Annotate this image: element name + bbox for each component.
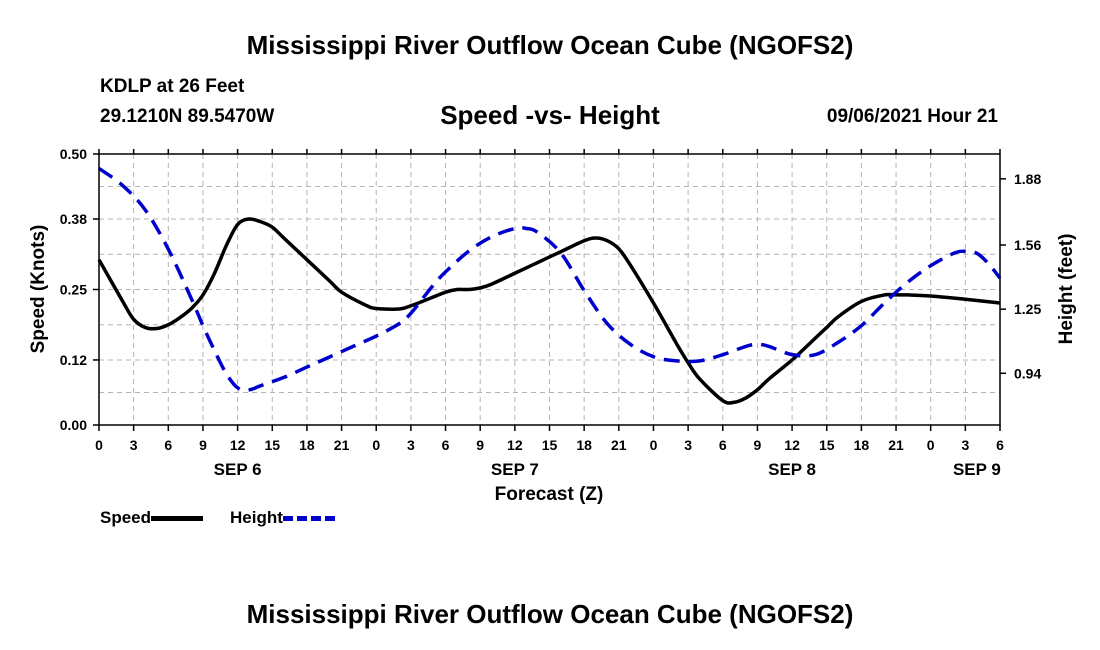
- x-tick-label: 15: [264, 437, 280, 453]
- x-tick-label: 6: [442, 437, 450, 453]
- y2-tick-label: 0.94: [1014, 365, 1041, 381]
- x-tick-label: 0: [650, 437, 658, 453]
- x-tick-label: 0: [95, 437, 103, 453]
- forecast-datetime: 09/06/2021 Hour 21: [826, 106, 998, 127]
- y2-tick-label: 1.25: [1014, 301, 1041, 317]
- x-tick-label: 6: [996, 437, 1004, 453]
- x-date-label: SEP 7: [491, 460, 539, 479]
- series-line-height: [97, 167, 1002, 392]
- legend-height-swatch: [282, 515, 335, 521]
- series-line-speed: [97, 217, 1001, 405]
- legend-height-label: Height: [230, 508, 283, 527]
- y-axis-label: Speed (Knots): [28, 225, 49, 354]
- x-date-label: SEP 9: [953, 460, 1001, 479]
- y-tick-label: 0.12: [60, 352, 87, 368]
- x-tick-label: 3: [130, 437, 138, 453]
- legend-speed-label: Speed: [100, 508, 152, 527]
- x-tick-label: 9: [199, 437, 207, 453]
- x-tick-label: 12: [784, 437, 800, 453]
- y-tick-label: 0.00: [60, 417, 87, 433]
- x-tick-label: 21: [611, 437, 627, 453]
- y2-tick-label: 1.56: [1014, 237, 1041, 253]
- legend-height: Height: [230, 508, 335, 528]
- x-tick-label: 6: [719, 437, 727, 453]
- x-tick-label: 9: [754, 437, 762, 453]
- x-tick-label: 6: [164, 437, 172, 453]
- x-tick-label: 15: [542, 437, 558, 453]
- y-tick-label: 0.50: [60, 146, 87, 162]
- x-tick-label: 18: [299, 437, 315, 453]
- y-tick-label: 0.25: [60, 282, 87, 298]
- x-tick-label: 21: [888, 437, 904, 453]
- x-tick-label: 3: [684, 437, 692, 453]
- footer-title: Mississippi River Outflow Ocean Cube (NG…: [246, 599, 854, 629]
- x-tick-label: 12: [230, 437, 246, 453]
- x-tick-label: 0: [927, 437, 935, 453]
- y2-tick-label: 1.88: [1014, 171, 1041, 187]
- x-tick-label: 9: [476, 437, 484, 453]
- y-tick-label: 0.38: [60, 211, 87, 227]
- x-tick-label: 21: [334, 437, 350, 453]
- chart-axes: 0 3 6 9 12 15 18 21 0 3 6 9 12 15 18 21 0 3 6 9 12 15 18 21 0 3 6 0…: [60, 146, 1042, 479]
- x-tick-label: 0: [372, 437, 380, 453]
- x-axis-label: Forecast (Z): [495, 484, 604, 505]
- legend-speed-swatch: [151, 515, 204, 521]
- x-tick-label: 15: [819, 437, 835, 453]
- x-tick-label: 12: [507, 437, 523, 453]
- station-label: KDLP at 26 Feet: [100, 76, 245, 97]
- x-tick-label: 18: [576, 437, 592, 453]
- station-coordinates: 29.1210N 89.5470W: [100, 106, 275, 127]
- x-tick-label: 18: [854, 437, 870, 453]
- series-layer: [97, 167, 1002, 405]
- legend-speed: Speed: [100, 508, 204, 528]
- x-tick-label: 3: [961, 437, 969, 453]
- chart-subtitle: Speed -vs- Height: [440, 100, 660, 130]
- chart-title: Mississippi River Outflow Ocean Cube (NG…: [246, 30, 854, 60]
- x-date-label: SEP 8: [768, 460, 816, 479]
- x-tick-label: 3: [407, 437, 415, 453]
- y2-axis-label: Height (feet): [1056, 234, 1077, 345]
- x-date-label: SEP 6: [214, 460, 262, 479]
